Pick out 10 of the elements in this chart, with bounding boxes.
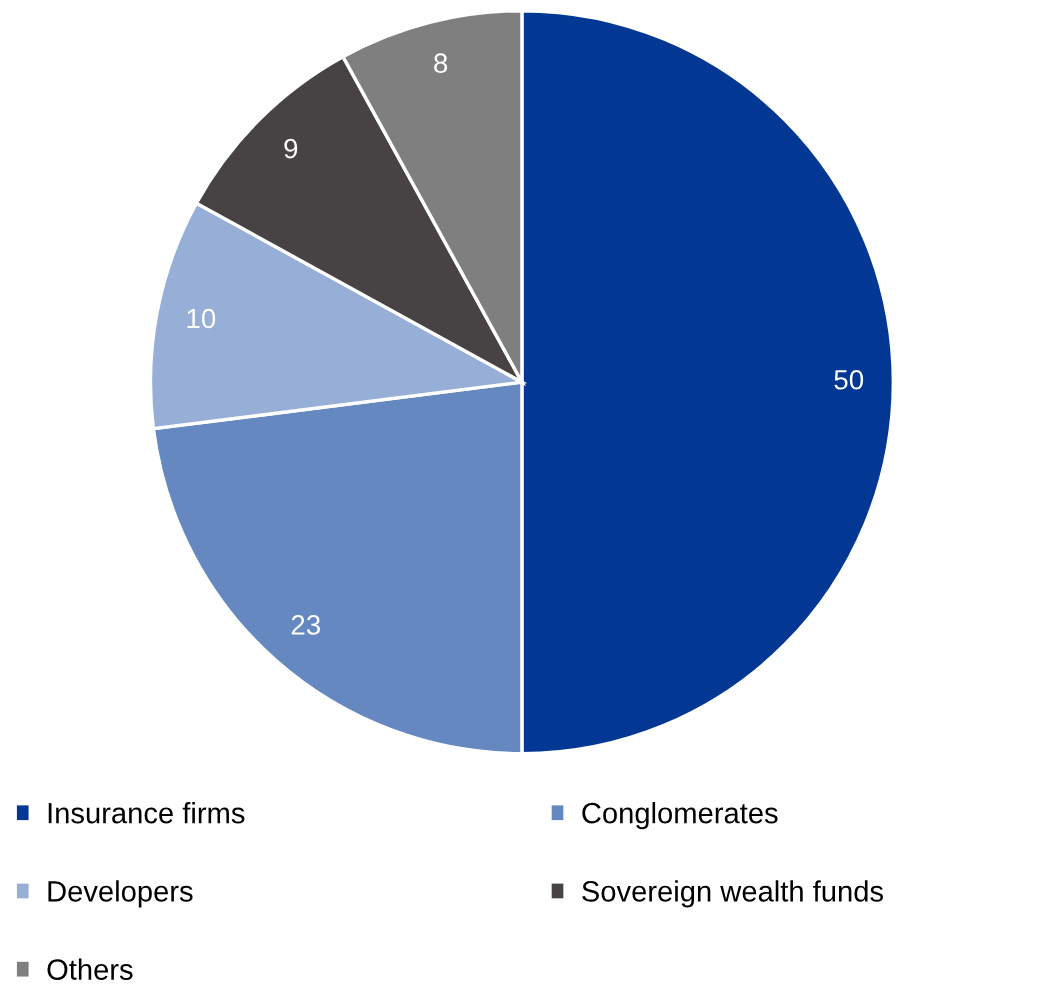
data-label: 10 xyxy=(187,308,216,329)
data-label: 23 xyxy=(291,615,320,635)
legend-label: Developers xyxy=(48,880,193,908)
data-label: 8 xyxy=(434,53,448,74)
data-label: 50 xyxy=(834,369,864,390)
data-label: 9 xyxy=(284,138,298,159)
legend-label: Conglomerates xyxy=(582,802,778,830)
legend-label: Sovereign wealth funds xyxy=(582,880,883,908)
legend-label: Insurance firms xyxy=(48,802,245,824)
legend-label: Others xyxy=(47,958,133,980)
